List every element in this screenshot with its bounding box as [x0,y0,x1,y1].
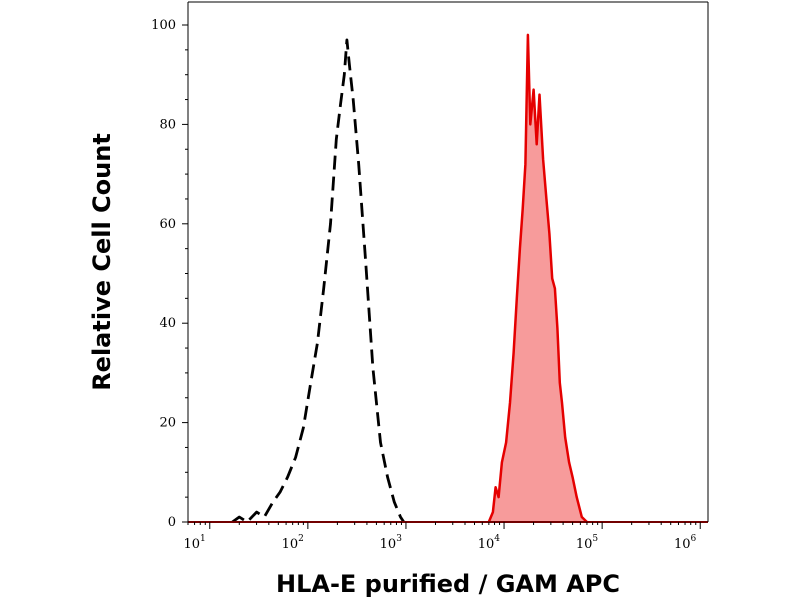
tick-layer: 0 20 40 60 80 100 101 102 103 104 105 106 [151,18,701,552]
sample-histogram-fill [488,34,587,523]
y-tick-label: 100 [151,18,176,33]
y-tick-label: 20 [159,416,176,431]
x-tick-label: 103 [380,534,403,552]
x-tick-label: 104 [478,534,501,552]
x-tick-label: 105 [576,534,599,552]
y-tick-label: 0 [168,515,176,530]
x-tick-label: 106 [674,534,697,552]
y-tick-label: 60 [159,217,176,232]
y-axis-title: Relative Cell Count [88,133,116,391]
y-tick-label: 80 [159,117,176,132]
x-tick-label: 102 [282,534,304,552]
plot-frame [187,1,709,523]
x-axis-title: HLA-E purified / GAM APC [276,570,620,598]
sample-histogram-line [487,33,588,523]
y-tick-label: 40 [159,316,176,331]
series-layer [188,33,708,524]
x-tick-label: 101 [183,534,205,552]
control-histogram-line [231,38,405,524]
